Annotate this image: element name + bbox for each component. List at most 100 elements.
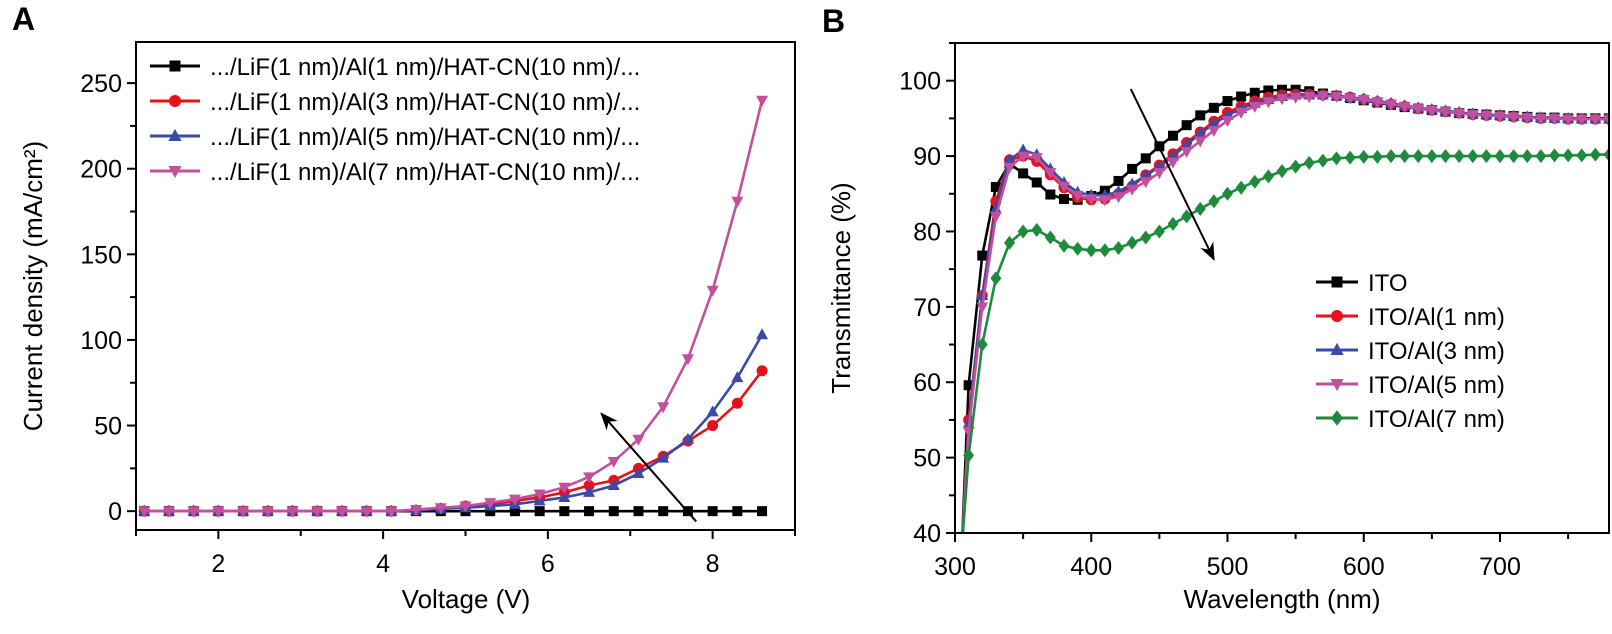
data-point <box>1262 169 1274 184</box>
legend: .../LiF(1 nm)/Al(1 nm)/HAT-CN(10 nm)/...… <box>150 54 640 186</box>
data-point <box>1168 130 1178 141</box>
data-point <box>1398 101 1411 113</box>
data-point <box>1194 136 1207 148</box>
data-point <box>1385 149 1397 164</box>
data-point <box>1180 147 1193 159</box>
data-point <box>1140 230 1152 245</box>
data-point <box>1440 149 1451 164</box>
legend-label: .../LiF(1 nm)/Al(5 nm)/HAT-CN(10 nm)/... <box>210 124 640 151</box>
y-tick-label: 40 <box>913 520 941 548</box>
series-line <box>961 94 1609 533</box>
legend-item: ITO/Al(1 nm) <box>1316 304 1505 331</box>
data-point <box>1507 112 1520 124</box>
x-tick-label: 300 <box>934 553 976 581</box>
data-point <box>1139 177 1152 189</box>
legend-item: ITO/Al(7 nm) <box>1316 406 1505 433</box>
data-point <box>1358 149 1370 164</box>
data-point <box>976 337 988 352</box>
data-point <box>484 498 497 510</box>
y-axis-label-b: Transmittance (%) <box>826 182 856 393</box>
data-point <box>1494 149 1506 164</box>
data-point <box>1589 114 1602 126</box>
data-point <box>558 482 571 494</box>
data-point <box>1045 189 1056 200</box>
series-line <box>144 334 764 513</box>
data-point <box>1167 157 1179 169</box>
data-point <box>1085 243 1097 258</box>
data-point <box>533 489 546 501</box>
series-4 <box>138 95 769 518</box>
data-point <box>1521 113 1534 125</box>
data-point <box>1207 125 1220 137</box>
legend-marker <box>169 60 181 72</box>
data-point <box>1249 87 1260 98</box>
data-point <box>1208 102 1219 113</box>
data-point <box>1466 110 1479 122</box>
data-point <box>558 490 571 502</box>
data-point <box>360 506 373 518</box>
series-line <box>961 93 1609 533</box>
data-point <box>1085 194 1098 206</box>
y-tick-label: 200 <box>80 156 122 184</box>
y-tick-label: 100 <box>899 68 941 96</box>
y-tick-label: 250 <box>80 70 122 98</box>
data-point <box>508 494 521 506</box>
data-point <box>1017 151 1030 163</box>
x-axis-label-a: Voltage (V) <box>402 584 531 614</box>
data-point <box>1576 148 1588 163</box>
data-point <box>707 420 719 432</box>
y-tick-label: 60 <box>913 369 941 397</box>
data-point <box>1181 120 1192 131</box>
data-point <box>1018 168 1029 179</box>
legend-marker <box>1330 342 1344 355</box>
data-point <box>1249 174 1261 189</box>
data-point <box>1439 107 1452 119</box>
x-tick-label: 4 <box>376 550 390 578</box>
data-point <box>559 506 570 517</box>
data-point <box>1221 116 1234 128</box>
data-point <box>1289 92 1302 104</box>
data-point <box>707 506 718 517</box>
data-point <box>1371 149 1383 164</box>
data-point <box>1330 92 1343 104</box>
data-point <box>261 506 274 518</box>
panel-label-a: A <box>12 1 35 37</box>
data-point <box>1235 107 1248 119</box>
data-point <box>187 506 200 518</box>
data-point <box>706 285 719 297</box>
data-point <box>583 472 596 484</box>
data-point <box>1480 110 1493 122</box>
trend-arrow <box>1129 88 1215 261</box>
data-point <box>1126 184 1139 196</box>
data-point <box>1521 149 1533 164</box>
data-point <box>434 503 447 515</box>
data-point <box>657 451 670 463</box>
data-point <box>633 506 644 517</box>
data-point <box>1317 153 1329 168</box>
data-point <box>1044 168 1057 180</box>
x-tick-label: 700 <box>1479 553 1521 581</box>
data-point <box>1303 155 1315 170</box>
data-point <box>1003 162 1016 174</box>
legend-marker <box>1331 276 1343 288</box>
data-point <box>1303 92 1316 104</box>
y-tick-label: 0 <box>108 498 122 526</box>
data-point <box>632 466 645 478</box>
data-point <box>1235 180 1247 195</box>
data-point <box>1030 153 1043 165</box>
data-point <box>1180 138 1193 150</box>
x-tick-label: 6 <box>541 550 555 578</box>
y-tick-label: 50 <box>913 445 941 473</box>
series-line <box>961 92 1609 533</box>
data-point <box>607 478 620 490</box>
data-point <box>963 380 974 391</box>
data-point <box>1426 149 1438 164</box>
x-tick-label: 8 <box>706 550 720 578</box>
data-point <box>385 506 398 518</box>
x-tick-label: 500 <box>1207 553 1249 581</box>
data-point <box>1412 104 1425 116</box>
data-point <box>731 371 744 383</box>
data-point <box>1357 95 1370 107</box>
data-point <box>976 289 989 301</box>
data-point <box>1453 149 1465 164</box>
